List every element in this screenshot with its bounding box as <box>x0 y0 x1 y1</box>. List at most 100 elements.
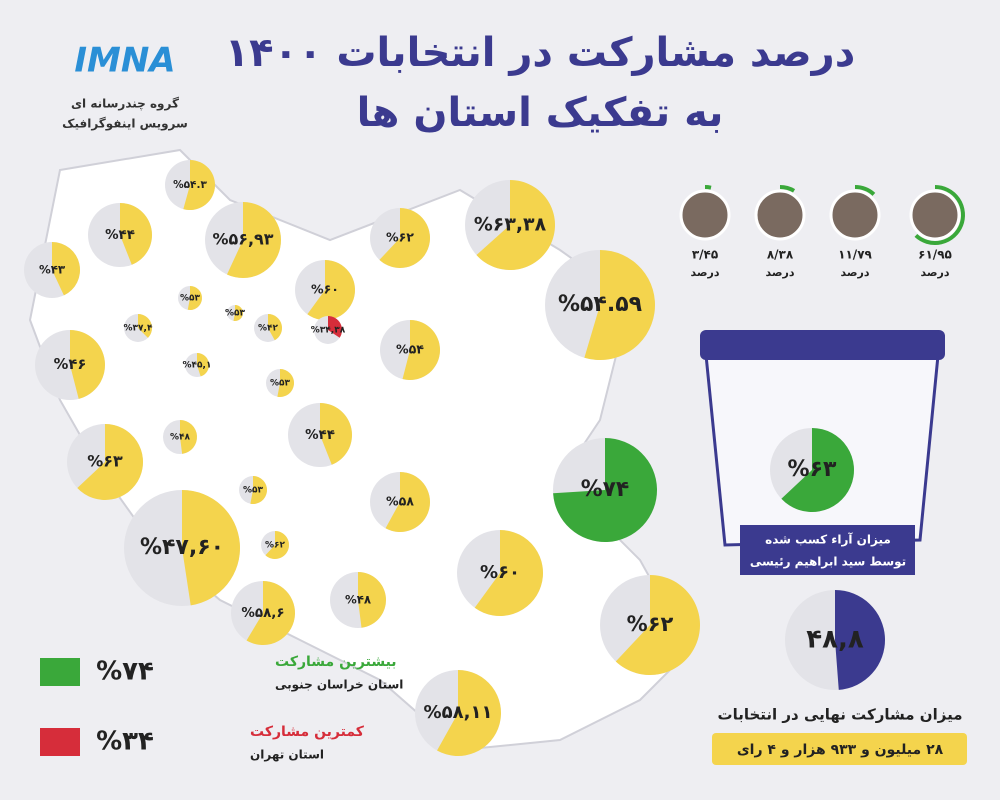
pie-slice <box>385 472 431 533</box>
legend-province: استان تهران <box>250 748 324 762</box>
candidate-arc <box>779 185 796 193</box>
candidate-unit: درصد <box>691 266 720 279</box>
votes-box <box>712 733 967 765</box>
pie-slice <box>615 575 700 675</box>
pie-slice <box>584 250 655 361</box>
candidate-arc <box>704 185 712 190</box>
legend-value: %۷۴ <box>96 657 154 687</box>
pie-label: %۵۳ <box>225 309 246 319</box>
pie-label: %۵۴ <box>396 342 424 357</box>
pie-slice <box>250 476 267 504</box>
pie-slice <box>77 424 144 500</box>
candidate-value: ۸/۳۸ <box>767 248 794 262</box>
pie-slice <box>233 305 243 321</box>
agency: گروه چندرسانه ای <box>71 97 179 112</box>
pie-slice <box>180 420 197 454</box>
pie-slice <box>835 590 886 690</box>
pie-slice <box>197 353 210 377</box>
pie-label: %۷۴ <box>581 477 630 502</box>
portrait <box>679 189 731 241</box>
pie-label: %۶۳ <box>788 457 837 482</box>
pie-label: %۵۴.۳ <box>173 179 207 191</box>
pie-label: ۴۸,۸ <box>806 625 864 655</box>
portrait <box>909 189 961 241</box>
pie-label: %۶۲ <box>386 230 414 245</box>
candidate-unit: درصد <box>841 266 870 279</box>
pie-label: %۵۳ <box>180 294 201 304</box>
pie-slice <box>268 314 283 341</box>
caption: میزان آراء کسب شده <box>765 532 891 547</box>
pie-label: %۵۳ <box>243 486 264 496</box>
pie-label: %۶۳,۳۸ <box>474 214 547 236</box>
pie-label: %۵۸,۱۱ <box>424 702 493 723</box>
pie-slice <box>553 438 658 542</box>
icon <box>40 728 80 756</box>
pie-slice <box>226 202 282 278</box>
pie-slice <box>474 530 543 617</box>
pie-label: %۵۴.۵۹ <box>558 292 642 317</box>
portrait <box>829 189 881 241</box>
legend-title: بیشترین مشارکت <box>275 654 397 670</box>
pie-slice <box>265 531 289 559</box>
pie-label: %۵۸ <box>386 494 414 509</box>
logo: IMNA <box>74 41 175 81</box>
pie-slice <box>246 581 296 645</box>
title: درصد مشارکت در انتخابات ۱۴۰۰ <box>225 30 856 76</box>
pie-label: %۴۸ <box>345 593 371 607</box>
pie-slice <box>328 316 342 338</box>
pie-slice <box>320 403 352 465</box>
legend-value: %۳۴ <box>96 727 154 757</box>
pie-slice <box>70 330 105 399</box>
pie-label: %۴۶ <box>54 356 87 373</box>
pie-label: %۵۸,۶ <box>241 606 284 621</box>
votes: ۲۸ میلیون و ۹۳۳ هزار و ۴ رای <box>737 742 944 758</box>
icon <box>40 658 80 686</box>
pie-slice <box>437 670 501 756</box>
pie-slice <box>52 242 80 296</box>
pie-slice <box>187 286 203 311</box>
caption: توسط سید ابراهیم رئیسی <box>750 555 906 570</box>
pie-label: %۵۶,۹۳ <box>213 230 274 249</box>
pie-slice <box>476 180 556 270</box>
title: به تفکیک استان ها <box>357 90 724 136</box>
candidate-unit: درصد <box>921 266 950 279</box>
pie-slice <box>307 260 356 321</box>
pie-slice <box>379 208 431 268</box>
national-caption: میزان مشارکت نهایی در انتخابات <box>718 706 963 724</box>
pie-label: %۶۰ <box>311 282 339 297</box>
pie-label: %۶۳ <box>87 452 123 471</box>
pie-label: %۴۲ <box>258 324 279 334</box>
pie-slice <box>138 314 153 338</box>
pie-slice <box>182 490 241 606</box>
candidate-value: ۱۱/۷۹ <box>838 248 872 262</box>
pie-slice <box>402 320 441 380</box>
agency: سرویس اینفوگرافیک <box>62 117 188 132</box>
pie-label: %۴۳ <box>39 263 66 277</box>
pie-label: %۶۲ <box>265 541 286 551</box>
candidate-value: ۳/۴۵ <box>692 248 718 262</box>
candidate-arc <box>914 185 965 245</box>
pie-label: %۴۷,۶۰ <box>140 535 224 560</box>
pie-slice <box>183 160 215 210</box>
pie-label: %۶۲ <box>627 612 674 636</box>
candidate-unit: درصد <box>766 266 795 279</box>
candidate-arc <box>854 185 876 196</box>
pie-slice <box>358 572 387 628</box>
pie-slice <box>120 203 152 265</box>
caption-box <box>740 525 915 575</box>
legend-title: کمترین مشارکت <box>250 724 365 740</box>
pie-label: %۴۵,۱ <box>183 361 212 371</box>
pie-slice <box>277 369 294 397</box>
legend-province: استان خراسان جنوبی <box>275 678 403 693</box>
pie-label: %۴۴ <box>105 228 135 243</box>
pie-label: %۳۴,۳۸ <box>311 326 346 336</box>
ballot-lid <box>700 330 945 360</box>
pie-label: %۴۴ <box>305 428 335 443</box>
pie-label: %۵۳ <box>270 379 291 389</box>
portrait <box>754 189 806 241</box>
pie-slice <box>781 428 854 512</box>
pie-label: %۶۰ <box>480 562 520 583</box>
pie-label: %۴۸ <box>170 433 191 443</box>
candidate-value: ۶۱/۹۵ <box>918 248 952 262</box>
